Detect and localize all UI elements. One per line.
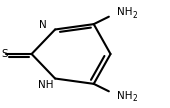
- Text: 2: 2: [132, 94, 137, 103]
- Text: N: N: [39, 20, 47, 30]
- Text: NH: NH: [117, 91, 133, 101]
- Text: 2: 2: [132, 11, 137, 20]
- Text: NH: NH: [38, 80, 54, 90]
- Text: NH: NH: [117, 7, 133, 17]
- Text: S: S: [1, 49, 8, 59]
